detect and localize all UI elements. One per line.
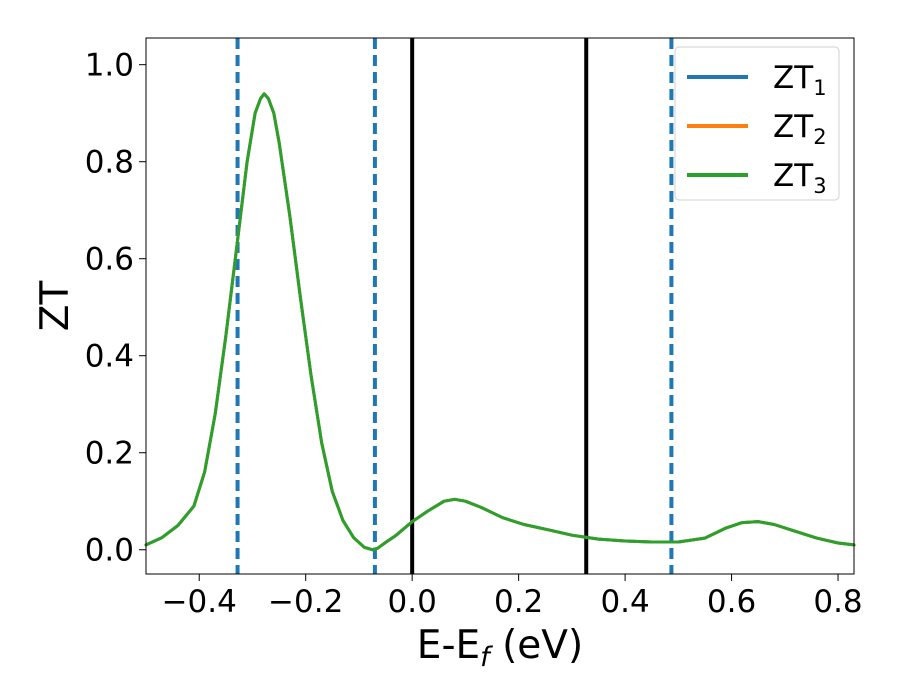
series-line-3 [144, 92, 856, 552]
x-tick-label: 0.4 [600, 584, 649, 620]
legend-label: ZT2 [773, 109, 827, 149]
y-tick-label: 0.6 [85, 242, 134, 278]
x-axis-label-unit: (eV) [490, 623, 584, 668]
y-tick-label: 0.8 [85, 145, 134, 181]
legend-label: ZT3 [773, 158, 827, 198]
legend-label-sub: 1 [813, 76, 826, 100]
y-tick-label: 0.4 [85, 339, 134, 375]
y-axis-label: ZT [33, 281, 78, 332]
legend-label-sub: 3 [813, 174, 826, 198]
x-tick-label: 0.2 [494, 584, 543, 620]
x-axis: −0.4 −0.2 0.0 0.2 0.4 0.6 0.8 [162, 574, 863, 620]
x-axis-label-main: E-E [417, 623, 480, 668]
y-axis: 0.0 0.2 0.4 0.6 0.8 1.0 [85, 48, 146, 569]
plot-frame [145, 37, 855, 575]
x-tick-label: 0.8 [813, 584, 862, 620]
series-lines [144, 92, 856, 552]
y-tick-label: 0.0 [85, 533, 134, 569]
legend-label-main: ZT [773, 158, 814, 194]
legend-label-main: ZT [773, 60, 814, 96]
y-tick-label: 0.2 [85, 436, 134, 472]
x-axis-label: E-Ef (eV) [417, 623, 583, 673]
plot-area [144, 38, 856, 574]
x-tick-label: −0.2 [268, 584, 343, 620]
legend-box [674, 46, 840, 201]
x-tick-label: 0.6 [707, 584, 756, 620]
legend-label-sub: 2 [813, 125, 826, 149]
vertical-lines [235, 38, 674, 574]
x-tick-label: 0.0 [388, 584, 437, 620]
legend-label-main: ZT [773, 109, 814, 145]
x-tick-label: −0.4 [162, 584, 237, 620]
legend-label: ZT1 [773, 60, 827, 100]
y-tick-label: 1.0 [85, 48, 134, 84]
